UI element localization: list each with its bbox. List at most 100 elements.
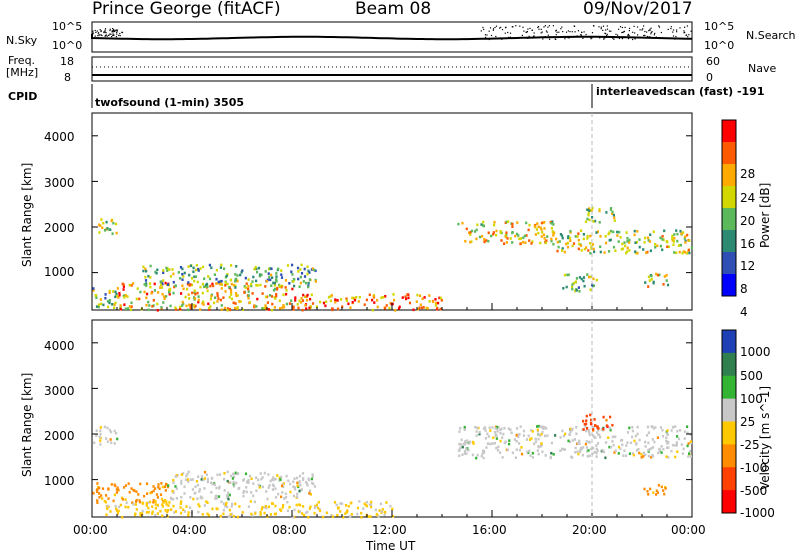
power-colorbar-label: Power [dB] <box>758 182 772 248</box>
velocity-cell <box>652 446 655 449</box>
power-cell <box>574 235 577 238</box>
power-cell <box>264 304 267 307</box>
power-cell <box>255 305 258 308</box>
velocity-cell <box>500 427 503 431</box>
power-cell <box>115 231 118 235</box>
power-cell <box>99 298 102 301</box>
power-cell <box>599 250 602 254</box>
power-cell <box>197 300 200 304</box>
velocity-cell <box>167 504 170 507</box>
power-cell <box>297 306 300 310</box>
velocity-cell <box>580 447 583 451</box>
power-cell <box>561 236 564 240</box>
nsearch-point <box>603 38 605 40</box>
velocity-cell <box>199 496 202 500</box>
velocity-cell <box>296 495 299 499</box>
power-cell <box>667 245 670 248</box>
velocity-cell <box>315 504 318 508</box>
power-cell <box>306 265 309 269</box>
velocity-colorbar-segment <box>722 467 736 491</box>
velocity-cell <box>271 502 274 505</box>
velocity-cell <box>141 512 144 515</box>
velocity-cell <box>325 511 328 515</box>
power-cell <box>565 285 568 289</box>
velocity-cell <box>574 446 577 450</box>
velocity-cell <box>571 439 574 442</box>
velocity-cell <box>608 445 611 449</box>
nsearch-point <box>686 25 688 27</box>
power-cell <box>189 304 192 307</box>
power-cell <box>504 235 507 239</box>
velocity-cell <box>154 503 157 506</box>
velocity-cell <box>585 419 588 422</box>
velocity-cell <box>584 425 587 428</box>
power-cell <box>313 268 316 272</box>
nsearch-point <box>528 35 530 37</box>
power-cell <box>254 265 257 269</box>
velocity-ylabel: Slant Range [km] <box>20 372 34 477</box>
station-title: Prince George (fitACF) <box>92 0 281 19</box>
power-cell <box>649 233 652 236</box>
power-cell <box>680 232 683 236</box>
nsearch-point <box>92 32 94 34</box>
nsearch-point <box>527 28 529 30</box>
nsearch-point <box>670 28 672 30</box>
power-cell <box>232 283 235 287</box>
power-cell <box>616 234 619 237</box>
velocity-cell <box>491 442 494 445</box>
power-cell <box>225 274 228 278</box>
velocity-cell <box>99 426 102 429</box>
velocity-cell <box>216 507 219 511</box>
velocity-cell <box>595 447 598 451</box>
power-cell <box>234 277 237 281</box>
nsearch-point <box>511 26 513 28</box>
velocity-cell <box>613 451 616 454</box>
nsearch-point <box>677 38 679 40</box>
nsearch-point <box>568 37 570 39</box>
velocity-cell <box>666 442 669 445</box>
power-cell <box>663 229 666 233</box>
nsearch-point <box>639 29 641 31</box>
velocity-cell <box>250 512 253 516</box>
velocity-cell <box>520 446 523 449</box>
power-cell <box>523 234 527 238</box>
freq-tick-top: 18 <box>60 55 74 68</box>
nsearch-point <box>97 32 99 34</box>
velocity-cell <box>202 478 205 482</box>
power-cell <box>636 251 639 255</box>
power-cell <box>192 270 195 273</box>
velocity-cell <box>528 438 532 441</box>
power-cell <box>255 283 258 287</box>
power-cell <box>690 246 693 250</box>
velocity-cell <box>109 438 112 441</box>
power-cell <box>147 300 150 304</box>
nsearch-point <box>499 27 501 29</box>
velocity-cell <box>471 453 474 457</box>
velocity-cell <box>96 499 99 502</box>
nsearch-point <box>580 34 582 36</box>
velocity-cell <box>203 504 206 507</box>
power-cell <box>168 292 171 296</box>
velocity-cell <box>164 509 167 512</box>
power-cell <box>440 299 443 302</box>
velocity-cell <box>491 426 494 429</box>
power-cell <box>240 271 243 274</box>
velocity-cell <box>105 437 108 440</box>
power-cell <box>203 277 206 280</box>
velocity-cell <box>383 513 386 517</box>
velocity-cell <box>99 429 102 433</box>
power-cell <box>100 218 103 221</box>
power-cell <box>95 294 98 297</box>
power-cell <box>654 243 657 246</box>
velocity-cell <box>541 450 544 454</box>
power-cell <box>163 295 166 298</box>
power-cell <box>172 291 175 295</box>
velocity-cell <box>147 506 150 510</box>
velocity-cell <box>508 439 511 442</box>
velocity-cell <box>656 436 659 439</box>
power-cell <box>256 284 259 287</box>
power-cell <box>412 308 415 312</box>
velocity-cell <box>189 496 192 499</box>
power-cell <box>275 288 279 291</box>
power-cell <box>147 274 150 278</box>
